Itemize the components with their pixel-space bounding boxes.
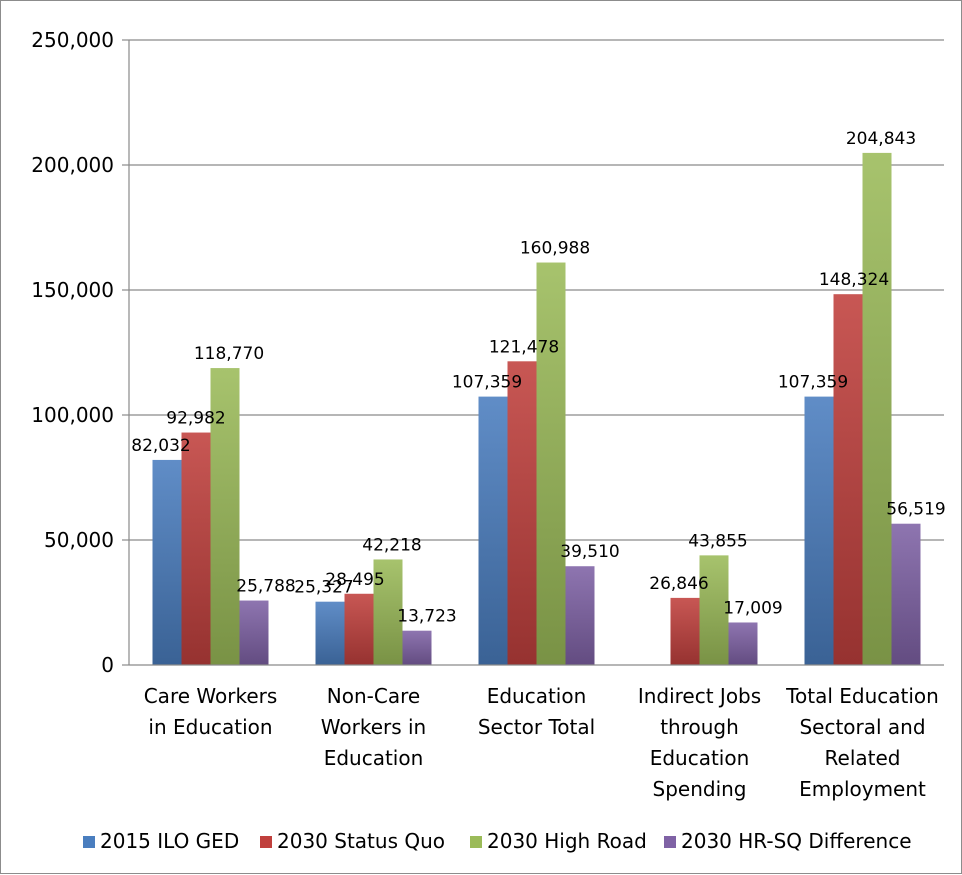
data-label: 82,032 (131, 436, 190, 456)
data-label: 160,988 (520, 239, 590, 259)
category-labels: Care Workers in Education Non-Care Workers … (144, 684, 939, 801)
bar-2030-high-road (862, 152, 892, 665)
legend-label: 2015 ILO GED (100, 829, 239, 853)
data-label: 148,324 (819, 270, 889, 290)
legend-swatch (83, 836, 95, 848)
x-category-label: Related (825, 746, 901, 770)
data-label: 56,519 (886, 500, 945, 520)
bar-2030-status-quo (833, 294, 863, 665)
x-category-label: Sectoral and (799, 715, 925, 739)
data-label: 25,788 (236, 577, 295, 597)
data-label: 107,359 (452, 373, 522, 393)
bar-2030-hr-sq-difference (891, 523, 921, 665)
data-label: 107,359 (778, 373, 848, 393)
bar-2030-status-quo (344, 593, 374, 665)
bar-2030-high-road (699, 555, 729, 665)
bar-2015-ilo-ged (152, 459, 182, 665)
data-label: 39,510 (560, 542, 619, 562)
data-label: 17,009 (723, 598, 782, 618)
data-label: 121,478 (489, 337, 559, 357)
x-category-label: Indirect Jobs (638, 684, 761, 708)
x-category-label: Non-Care (327, 684, 420, 708)
x-category-label: Spending (653, 777, 747, 801)
data-label: 204,843 (846, 129, 916, 149)
legend-label: 2030 High Road (487, 829, 647, 853)
bar-2015-ilo-ged (478, 396, 508, 665)
data-label: 92,982 (166, 409, 225, 429)
legend-label: 2030 HR-SQ Difference (681, 829, 912, 853)
data-label: 13,723 (397, 607, 456, 627)
data-label: 43,855 (688, 531, 747, 551)
bar-2030-status-quo (507, 361, 537, 665)
bar-2030-hr-sq-difference (239, 600, 269, 665)
bar-2030-hr-sq-difference (728, 622, 758, 665)
x-category-label: Employment (799, 777, 926, 801)
data-label: 42,218 (362, 535, 421, 555)
legend: 2015 ILO GED 2030 Status Quo 2030 High Roa… (83, 829, 912, 853)
bars (152, 152, 921, 665)
bar-2015-ilo-ged (804, 396, 834, 665)
legend-swatch (664, 836, 676, 848)
bar-2030-status-quo (670, 597, 700, 665)
data-label: 26,846 (649, 574, 708, 594)
axes (122, 39, 944, 666)
bar-2030-hr-sq-difference (402, 630, 432, 665)
x-category-label: Education (650, 746, 750, 770)
bar-2030-high-road (536, 262, 566, 665)
legend-swatch (470, 836, 482, 848)
x-category-label: Education (487, 684, 587, 708)
y-tick-label: 250,000 (31, 28, 114, 52)
bar-2030-high-road (373, 559, 403, 665)
y-tick-label: 200,000 (31, 153, 114, 177)
bar-2030-status-quo (181, 432, 211, 665)
legend-swatch (260, 836, 272, 848)
y-tick-label: 100,000 (31, 403, 114, 427)
y-tick-label: 50,000 (44, 528, 114, 552)
y-tick-label: 150,000 (31, 278, 114, 302)
data-label: 25,327 (294, 578, 353, 598)
bar-2030-hr-sq-difference (565, 566, 595, 665)
x-category-label: through (660, 715, 739, 739)
bar-2015-ilo-ged (315, 601, 345, 665)
x-category-label: in Education (148, 715, 272, 739)
x-category-label: Sector Total (478, 715, 595, 739)
x-category-label: Education (324, 746, 424, 770)
x-category-label: Care Workers (144, 684, 278, 708)
legend-label: 2030 Status Quo (277, 829, 445, 853)
x-category-label: Workers in (321, 715, 426, 739)
bar-2030-high-road (210, 368, 240, 665)
x-category-label: Total Education (785, 684, 939, 708)
data-label: 118,770 (194, 344, 264, 364)
y-tick-label: 0 (101, 653, 114, 677)
data-label: 28,495 (325, 570, 384, 590)
y-axis-tick-labels: 0 50,000 100,000 150,000 200,000 250,000 (31, 28, 114, 677)
